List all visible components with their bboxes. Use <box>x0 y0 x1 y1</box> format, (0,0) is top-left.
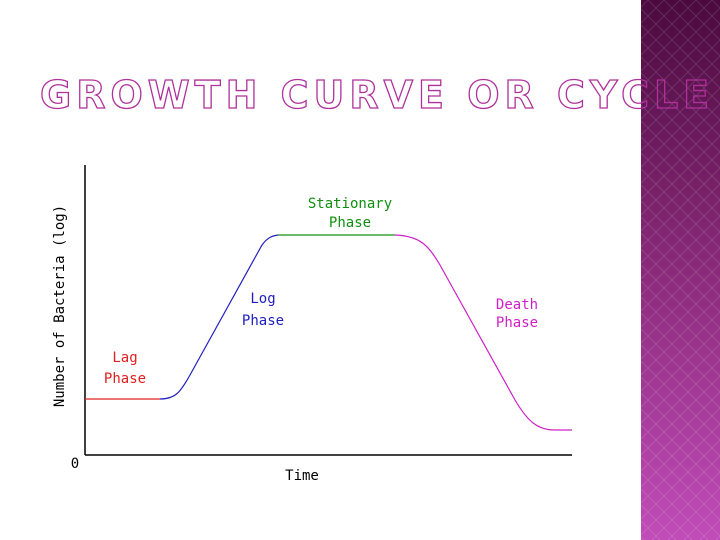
death-curve <box>394 234 572 431</box>
phase-label: Stationary <box>308 196 392 212</box>
x-axis-label: Time <box>285 468 319 484</box>
phase-label: Lag <box>112 350 137 366</box>
origin-label: 0 <box>71 456 79 472</box>
log-curve <box>159 234 279 400</box>
y-axis-label: Number of Bacteria (log) <box>52 205 68 407</box>
phase-label: Phase <box>242 313 284 329</box>
side-pattern <box>641 0 720 540</box>
phase-label: Phase <box>496 315 538 331</box>
phase-label: Phase <box>329 215 371 231</box>
phase-label: Log <box>250 291 275 307</box>
phase-label: Death <box>496 297 538 313</box>
slide-title: GROWTH CURVE OR CYCLE <box>40 73 714 117</box>
phase-label: Phase <box>104 371 146 387</box>
